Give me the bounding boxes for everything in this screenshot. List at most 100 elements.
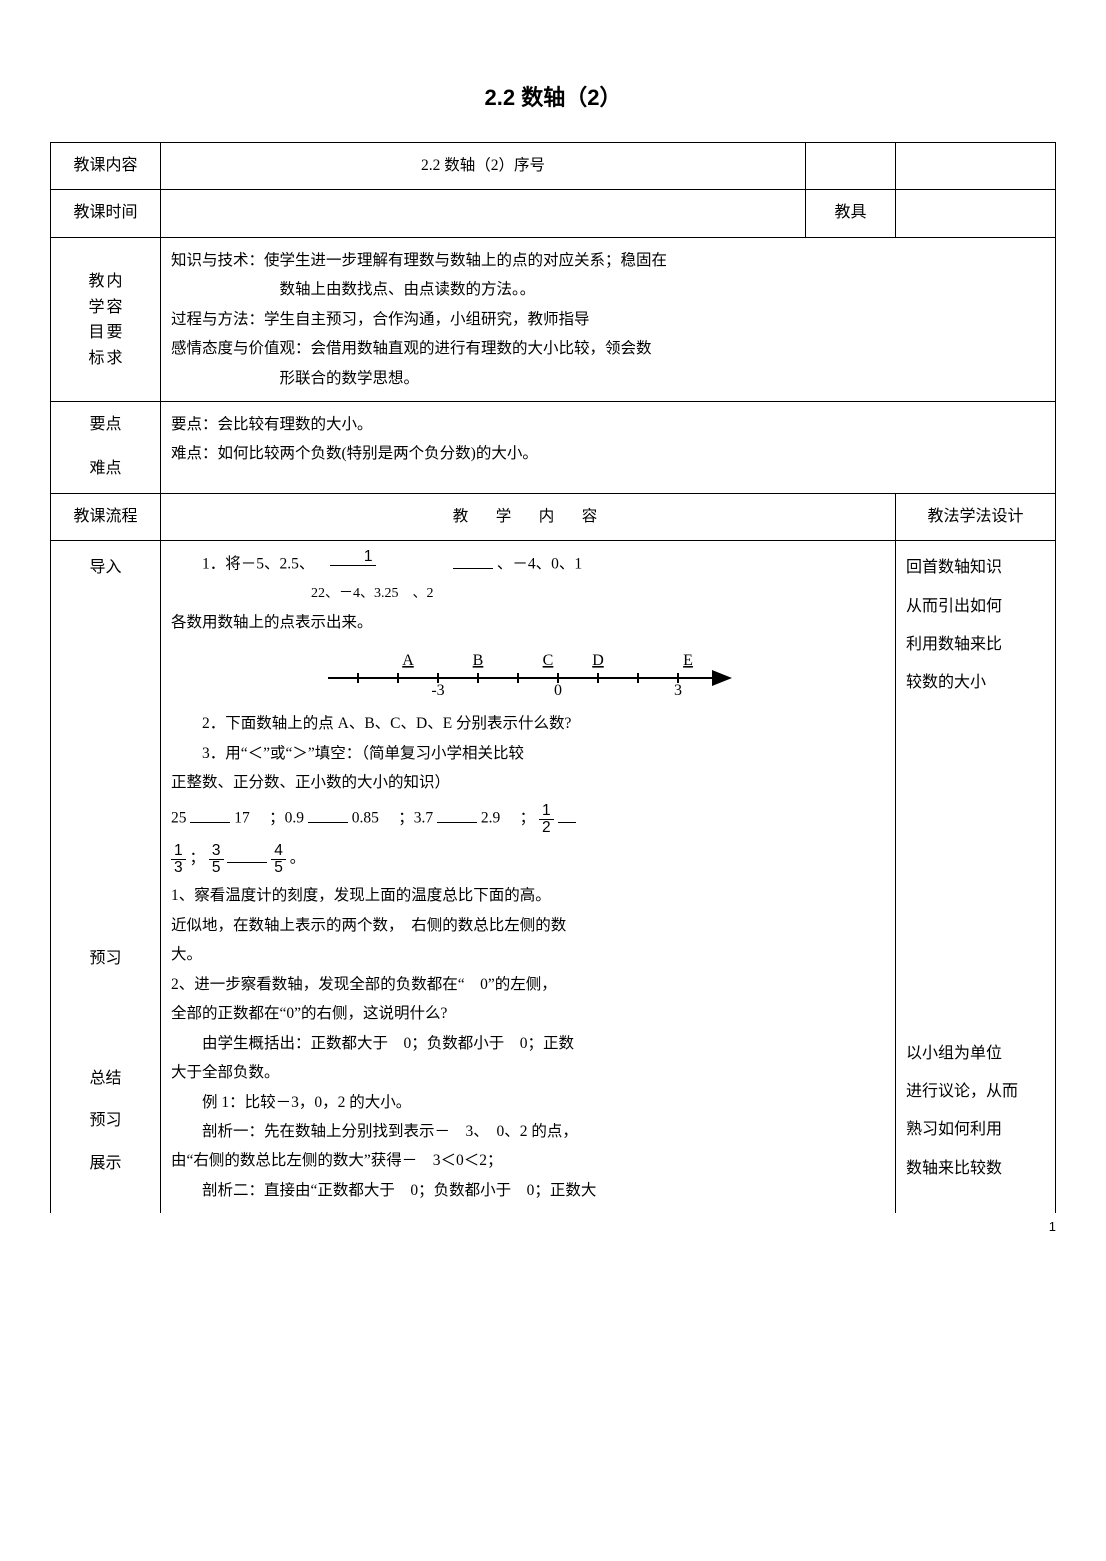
para-3: 2、进一步察看数轴，发现全部的负数都在“ 0”的左侧， xyxy=(171,970,885,999)
para-3b: 全部的正数都在“0”的右侧，这说明什么? xyxy=(171,999,885,1028)
blank-1 xyxy=(453,552,493,569)
para-7: 剖析二：直接由“正数都大于 0；负数都小于 0；正数大 xyxy=(171,1176,885,1205)
label-subject: 教课内容 xyxy=(51,143,161,190)
kp-line-1: 要点：会比较有理数的大小。 xyxy=(171,410,1045,439)
label-flow: 教课流程 xyxy=(51,493,161,540)
frac-2c-txt: 。 xyxy=(290,850,306,867)
blank-c4 xyxy=(558,807,576,824)
stage-2: 预习 xyxy=(61,944,150,974)
lead-1c: 各数用数轴上的点表示出来。 xyxy=(171,608,885,637)
goal-line-2: 过程与方法：学生自主预习，合作沟通，小组研究，教师指导 xyxy=(171,305,1045,334)
frac-2b: 35 xyxy=(209,843,224,875)
frac-2c: 45 xyxy=(271,843,286,875)
kp-line-2: 难点：如何比较两个负数(特别是两个负分数)的大小。 xyxy=(171,439,1045,468)
svg-text:A: A xyxy=(402,652,414,669)
para-6: 剖析一：先在数轴上分别找到表示－ 3、 0、2 的点， xyxy=(171,1117,885,1146)
cmp-f: 2.9 xyxy=(481,810,500,827)
page-title: 2.2 数轴（2） xyxy=(50,80,1056,112)
cell-empty-1 xyxy=(806,143,896,190)
r-8: 数轴来比较数 xyxy=(906,1154,1045,1184)
label-tool: 教具 xyxy=(806,190,896,237)
value-tool xyxy=(896,190,1056,237)
blank-c5 xyxy=(227,847,267,864)
lead-1b: 、－4、0、1 xyxy=(497,556,582,573)
row-flow-header: 教课流程 教 学 内 容 教法学法设计 xyxy=(51,493,1056,540)
row-keypoints: 要点 难点 要点：会比较有理数的大小。 难点：如何比较两个负数(特别是两个负分数… xyxy=(51,401,1056,493)
frac-2a-txt: ； xyxy=(190,850,206,867)
label-goals: 教学目标 内容要求 xyxy=(51,237,161,401)
label-body: 导入 预习 总结 预习 展示 xyxy=(51,541,161,1214)
svg-text:C: C xyxy=(543,652,554,669)
page-number: 1 xyxy=(50,1219,1056,1234)
para-5: 例 1：比较－3，0，2 的大小。 xyxy=(171,1088,885,1117)
lead-1a: 1．将－5、2.5、 xyxy=(202,556,314,573)
lead-sub: 22、－4、3.25 、2 xyxy=(171,581,885,608)
blank-c2 xyxy=(308,807,348,824)
value-flow-mid: 教 学 内 容 xyxy=(161,493,896,540)
svg-text:D: D xyxy=(592,652,604,669)
para-4: 由学生概括出：正数都大于 0；负数都小于 0；正数 xyxy=(171,1029,885,1058)
goal-line-3b: 形联合的数学思想。 xyxy=(171,364,1045,393)
blank-c3 xyxy=(437,807,477,824)
number-line-svg: A B C D E -3 0 3 xyxy=(313,643,743,703)
para-1: 1、察看温度计的刻度，发现上面的温度总比下面的高。 xyxy=(171,881,885,910)
stage-1: 导入 xyxy=(61,553,150,583)
frac-2a: 13 xyxy=(171,843,186,875)
kp-label-1: 要点 xyxy=(61,410,150,440)
lead-1: 1．将－5、2.5、 1 、－4、0、1 xyxy=(171,549,885,581)
label-keypoints: 要点 难点 xyxy=(51,401,161,493)
r-4: 较数的大小 xyxy=(906,668,1045,698)
cmp-e: ；3.7 xyxy=(398,810,433,827)
goal-line-1: 知识与技术：使学生进一步理解有理数与数轴上的点的对应关系；稳固在 xyxy=(171,246,1045,275)
r-1: 回首数轴知识 xyxy=(906,553,1045,583)
value-keypoints: 要点：会比较有理数的大小。 难点：如何比较两个负数(特别是两个负分数)的大小。 xyxy=(161,401,1056,493)
blank-c1 xyxy=(190,807,230,824)
svg-text:3: 3 xyxy=(674,682,682,699)
para-2: 近似地，在数轴上表示的两个数， 右侧的数总比左侧的数 xyxy=(171,911,885,940)
stage-5: 展示 xyxy=(61,1149,150,1179)
r-3: 利用数轴来比 xyxy=(906,630,1045,660)
flow-mid-text: 教 学 内 容 xyxy=(453,508,604,525)
r-2: 从而引出如何 xyxy=(906,592,1045,622)
goal-line-3: 感情态度与价值观：会借用数轴直观的进行有理数的大小比较，领会数 xyxy=(171,334,1045,363)
cmp-d: 0.85 xyxy=(352,810,379,827)
lesson-table: 教课内容 2.2 数轴（2）序号 教课时间 教具 教学目标 内容要求 知识与技术… xyxy=(50,142,1056,1213)
svg-text:E: E xyxy=(683,652,693,669)
frac-1: 12 xyxy=(539,803,554,835)
cmp-c: ；0.9 xyxy=(269,810,304,827)
para-2b: 大。 xyxy=(171,940,885,969)
cell-empty-2 xyxy=(896,143,1056,190)
stage-4: 预习 xyxy=(61,1106,150,1136)
value-subject: 2.2 数轴（2）序号 xyxy=(161,143,806,190)
r-7: 熟习如何利用 xyxy=(906,1115,1045,1145)
lead-3: 3．用“＜”或“＞”填空：（简单复习小学相关比较 xyxy=(171,739,885,768)
row-time: 教课时间 教具 xyxy=(51,190,1056,237)
svg-text:B: B xyxy=(473,652,484,669)
r-5: 以小组为单位 xyxy=(906,1039,1045,1069)
r-6: 进行议论，从而 xyxy=(906,1077,1045,1107)
value-time xyxy=(161,190,806,237)
cmp-b: 17 xyxy=(234,810,250,827)
value-flow-right: 教法学法设计 xyxy=(896,493,1056,540)
svg-text:-3: -3 xyxy=(431,682,444,699)
cmp-g: ； xyxy=(520,810,536,827)
compare-row-1: 25 17 ；0.9 0.85 ；3.7 2.9 ； 12 xyxy=(171,803,885,835)
frac-lead: 1 xyxy=(330,549,376,581)
kp-label-2: 难点 xyxy=(61,454,150,484)
row-body: 导入 预习 总结 预习 展示 1．将－5、2.5、 1 、－4、0、1 22、－… xyxy=(51,541,1056,1214)
compare-row-2: 13 ； 35 45 。 xyxy=(171,843,885,875)
svg-text:0: 0 xyxy=(554,682,562,699)
para-6b: 由“右侧的数总比左侧的数大”获得－ 3＜0＜2； xyxy=(171,1146,885,1175)
body-content: 1．将－5、2.5、 1 、－4、0、1 22、－4、3.25 、2 各数用数轴… xyxy=(161,541,896,1214)
para-4b: 大于全部负数。 xyxy=(171,1058,885,1087)
lead-3b: 正整数、正分数、正小数的大小的知识） xyxy=(171,768,885,797)
row-subject: 教课内容 2.2 数轴（2）序号 xyxy=(51,143,1056,190)
cmp-a: 25 xyxy=(171,810,187,827)
lead-2: 2．下面数轴上的点 A、B、C、D、E 分别表示什么数? xyxy=(171,709,885,738)
stage-3: 总结 xyxy=(61,1064,150,1094)
label-time: 教课时间 xyxy=(51,190,161,237)
row-goals: 教学目标 内容要求 知识与技术：使学生进一步理解有理数与数轴上的点的对应关系；稳… xyxy=(51,237,1056,401)
body-right: 回首数轴知识 从而引出如何 利用数轴来比 较数的大小 以小组为单位 进行议论，从… xyxy=(896,541,1056,1214)
goal-line-1b: 数轴上由数找点、由点读数的方法。。 xyxy=(171,275,1045,304)
value-goals: 知识与技术：使学生进一步理解有理数与数轴上的点的对应关系；稳固在 数轴上由数找点… xyxy=(161,237,1056,401)
